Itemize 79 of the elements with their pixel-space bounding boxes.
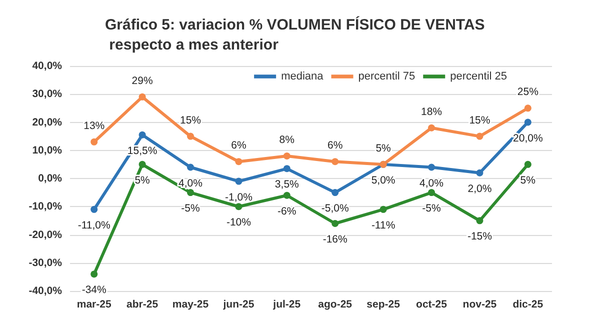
data-label: 6%: [231, 140, 246, 152]
x-tick-label: oct-25: [416, 298, 448, 310]
point: [428, 164, 435, 171]
data-label: 4,0%: [420, 177, 444, 190]
y-tick-label: -40,0%: [28, 285, 63, 297]
data-label: 5,0%: [371, 174, 396, 186]
data-label: -34%: [82, 284, 106, 296]
data-label: -5%: [422, 202, 441, 215]
point: [476, 217, 484, 224]
data-label: -5%: [181, 202, 200, 215]
point: [235, 178, 242, 185]
data-label: -15%: [467, 230, 492, 243]
data-label: 3,5%: [274, 178, 299, 191]
point: [476, 132, 484, 140]
x-tick-label: may-25: [172, 298, 209, 310]
y-tick-label: -30,0%: [28, 256, 63, 269]
point: [524, 160, 532, 168]
point: [380, 206, 387, 213]
data-label: 8%: [279, 134, 294, 146]
y-tick-label: -10,0%: [28, 200, 63, 213]
data-label: 5%: [376, 142, 391, 154]
point: [283, 165, 290, 172]
data-label: 15%: [180, 114, 202, 126]
data-label: 25%: [517, 86, 538, 98]
point: [187, 164, 194, 171]
point: [524, 104, 532, 112]
y-tick-label: 0,0%: [38, 172, 63, 184]
x-tick-label: mar-25: [76, 298, 112, 310]
point: [332, 158, 339, 166]
point: [138, 160, 146, 168]
x-tick-label: dic-25: [512, 298, 544, 310]
chart-title: Gráfico 5: variacion % VOLUMEN FÍSICO DE VENTAS respecto a mes anterior: [105, 16, 485, 54]
y-tick-label: 20,0%: [32, 116, 63, 128]
point: [332, 220, 339, 227]
x-tick-label: nov-25: [462, 298, 497, 310]
legend-label: mediana: [281, 70, 324, 82]
data-label: -11,0%: [78, 219, 110, 232]
data-label: 13%: [84, 120, 105, 132]
point: [235, 158, 242, 166]
point: [428, 189, 435, 196]
x-tick-label: jul-25: [272, 298, 301, 310]
point: [283, 152, 290, 160]
data-label: 5%: [520, 174, 536, 186]
data-label: -11%: [371, 219, 396, 232]
data-label: 15%: [469, 114, 490, 126]
point: [90, 270, 98, 278]
point: [283, 192, 290, 199]
data-label: -1,0%: [224, 191, 252, 204]
data-label: -10%: [226, 216, 251, 229]
x-tick-label: abr-25: [126, 298, 158, 310]
data-label: 29%: [132, 74, 153, 87]
data-label: 18%: [420, 106, 442, 118]
point: [90, 138, 98, 146]
y-tick-label: 10,0%: [32, 144, 63, 156]
y-tick-label: 40,0%: [32, 60, 63, 72]
point: [235, 203, 242, 210]
legend-label: percentil 75: [358, 70, 416, 82]
data-label: -16%: [322, 234, 348, 246]
data-label: 4,0%: [178, 177, 202, 190]
x-tick-label: jun-25: [222, 298, 254, 310]
data-label: 6%: [328, 140, 343, 152]
x-tick-label: ago-25: [318, 298, 352, 310]
legend-label: percentil 25: [450, 70, 508, 82]
point: [428, 124, 435, 132]
data-label: -6%: [278, 205, 296, 218]
point: [187, 189, 194, 196]
data-label: 2,0%: [468, 182, 492, 195]
x-tick-label: sep-25: [366, 298, 400, 310]
y-tick-label: 30,0%: [32, 88, 63, 100]
point: [476, 169, 484, 176]
data-label: 20,0%: [513, 132, 543, 144]
point: [524, 118, 532, 126]
y-tick-label: -20,0%: [28, 228, 63, 241]
point: [187, 132, 194, 140]
point: [138, 131, 146, 138]
point: [138, 93, 146, 100]
point: [332, 189, 339, 196]
point: [90, 206, 98, 213]
data-label: -5,0%: [321, 202, 349, 215]
